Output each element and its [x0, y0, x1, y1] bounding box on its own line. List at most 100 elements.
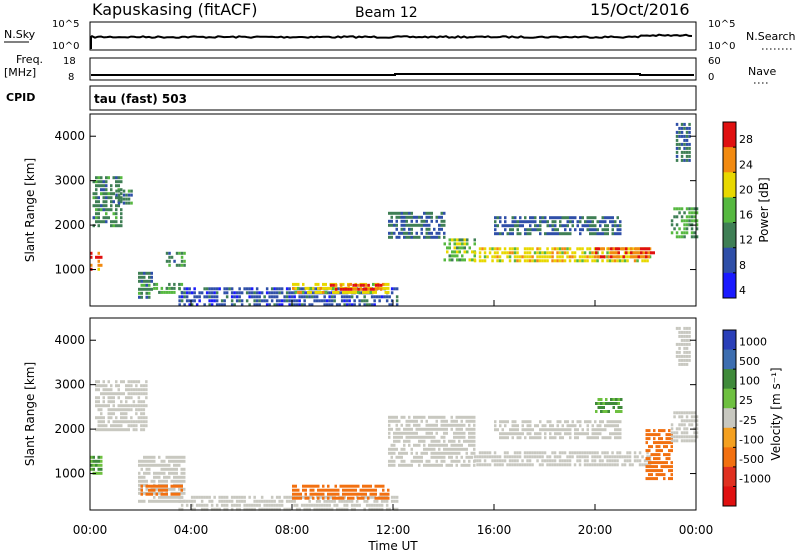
heatmap-cell	[258, 303, 261, 307]
heatmap-cell	[120, 424, 123, 428]
heatmap-cell	[243, 499, 246, 503]
heatmap-cell	[325, 503, 329, 507]
heatmap-cell	[198, 295, 201, 299]
heatmap-cell	[410, 459, 413, 463]
heatmap-cell	[370, 303, 374, 307]
heatmap-cell	[640, 255, 643, 259]
heatmap-cell	[614, 432, 617, 436]
heatmap-cell	[215, 291, 219, 295]
heatmap-cell	[225, 507, 229, 511]
heatmap-cell	[253, 499, 256, 503]
heatmap-cell	[210, 287, 214, 291]
heatmap-cell	[105, 384, 108, 388]
heatmap-cell	[613, 259, 617, 263]
heatmap-cell	[235, 507, 239, 511]
heatmap-cell	[334, 283, 338, 287]
heatmap-cell	[317, 290, 320, 294]
heatmap-cell	[135, 384, 138, 388]
heatmap-cell	[302, 484, 305, 488]
heatmap-cell	[688, 334, 691, 338]
heatmap-cell	[160, 492, 163, 496]
heatmap-cell	[395, 415, 398, 419]
heatmap-cell	[388, 507, 391, 511]
heatmap-cell	[596, 463, 599, 467]
heatmap-cell	[628, 451, 632, 455]
heatmap-cell	[586, 255, 589, 259]
heatmap-cell	[596, 228, 599, 232]
heatmap-cell	[438, 231, 441, 235]
heatmap-cell	[393, 419, 396, 423]
heatmap-cell	[260, 291, 264, 295]
heatmap-cell	[107, 396, 110, 400]
heatmap-cell	[120, 197, 123, 201]
heatmap-cell	[163, 499, 166, 503]
heatmap-cell	[413, 235, 416, 239]
heatmap-cell	[544, 216, 547, 220]
heatmap-cell	[658, 433, 661, 437]
heatmap-cell	[433, 439, 436, 443]
heatmap-cell	[100, 192, 103, 196]
heatmap-cell	[263, 295, 266, 299]
heatmap-cell	[153, 286, 156, 290]
heatmap-cell	[153, 499, 156, 503]
heatmap-cell	[433, 443, 436, 447]
heatmap-cell	[460, 447, 463, 451]
heatmap-cell	[223, 291, 226, 295]
heatmap-cell	[347, 283, 350, 287]
heatmap-cell	[483, 255, 487, 259]
heatmap-cell	[559, 428, 562, 432]
heatmap-cell	[613, 455, 617, 459]
heatmap-cell	[165, 463, 168, 467]
heatmap-cell	[143, 275, 146, 279]
heatmap-cell	[200, 495, 204, 499]
heatmap-cell	[165, 492, 168, 496]
y-tick-label: 4000	[54, 129, 85, 143]
heatmap-cell	[112, 224, 115, 228]
heatmap-cell	[173, 499, 176, 503]
heatmap-cell	[688, 130, 691, 134]
heatmap-cell	[153, 475, 156, 479]
heatmap-cell	[95, 396, 98, 400]
heatmap-cell	[448, 451, 451, 455]
heatmap-cell	[658, 453, 661, 457]
heatmap-cell	[344, 488, 347, 492]
heatmap-cell	[543, 255, 547, 259]
heatmap-cell	[155, 463, 158, 467]
heatmap-cell	[653, 469, 656, 473]
heatmap-cell	[122, 392, 125, 396]
heatmap-cell	[571, 216, 574, 220]
heatmap-cell	[556, 228, 559, 232]
heatmap-cell	[120, 416, 123, 420]
heatmap-cell	[110, 396, 113, 400]
heatmap-cell	[478, 251, 482, 255]
heatmap-cell	[142, 428, 146, 432]
heatmap-cell	[183, 467, 186, 471]
heatmap-cell	[678, 358, 681, 362]
heatmap-cell	[97, 463, 100, 467]
heatmap-cell	[185, 291, 189, 295]
heatmap-cell	[599, 220, 602, 224]
heatmap-cell	[650, 469, 653, 473]
heatmap-cell	[110, 188, 113, 192]
heatmap-cell	[539, 228, 542, 232]
heatmap-cell	[342, 484, 345, 488]
heatmap-cell	[317, 286, 320, 290]
heatmap-cell	[352, 290, 355, 294]
y-tick-label: 3000	[54, 174, 85, 188]
heatmap-cell	[420, 459, 423, 463]
heatmap-cell	[574, 428, 577, 432]
heatmap-cell	[616, 420, 619, 424]
heatmap-cell	[97, 196, 100, 200]
heatmap-cell	[150, 492, 153, 496]
heatmap-cell	[586, 428, 589, 432]
heatmap-cell	[606, 436, 609, 440]
heatmap-cell	[549, 436, 552, 440]
heatmap-cell	[574, 216, 577, 220]
heatmap-cell	[645, 429, 648, 433]
heatmap-cell	[120, 428, 123, 432]
heatmap-cell	[170, 290, 174, 294]
noise-left-label: N.Sky	[4, 28, 36, 41]
heatmap-cell	[594, 232, 597, 236]
heatmap-cell	[398, 435, 401, 439]
heatmap-cell	[140, 287, 143, 291]
